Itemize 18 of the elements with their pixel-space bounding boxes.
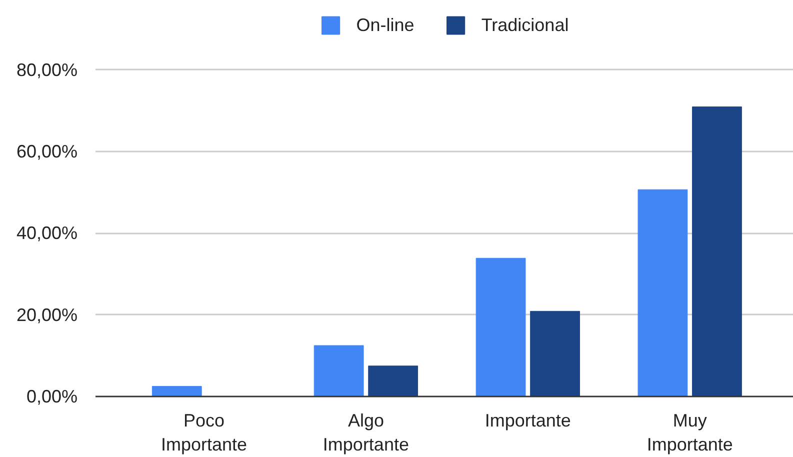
x-tick-label: Algo Importante (322, 410, 409, 454)
bar (530, 310, 580, 396)
y-tick-label: 40,00% (16, 223, 78, 244)
x-tick-label: Importante (484, 410, 571, 430)
bar (476, 258, 526, 396)
y-tick-label: 0,00% (26, 386, 78, 406)
bar (152, 386, 202, 396)
bar (314, 345, 364, 396)
y-tick-label: 20,00% (16, 304, 78, 325)
y-tick-label: 60,00% (16, 142, 78, 162)
bar (368, 366, 418, 396)
legend-label: Tradicional (481, 14, 569, 36)
x-tick-label: Poco Importante (160, 410, 248, 454)
bar (692, 106, 742, 396)
x-tick-label: Muy Importante (646, 410, 733, 454)
y-tick-label: 80,00% (16, 60, 78, 80)
bar (638, 189, 688, 396)
legend-label: On-line (356, 14, 414, 36)
